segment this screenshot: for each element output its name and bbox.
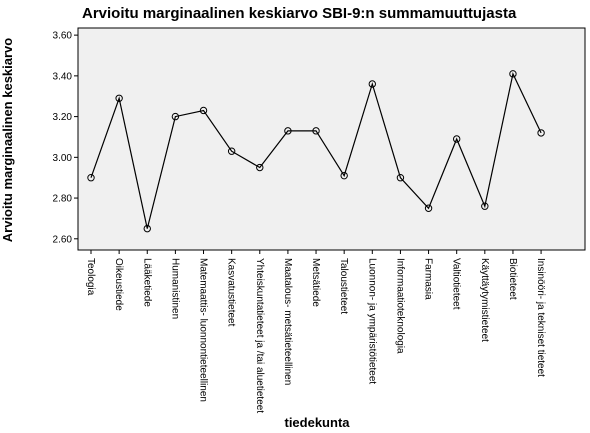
marker bbox=[171, 112, 180, 121]
x-tick-label: Oikeustiede bbox=[113, 258, 124, 311]
marker bbox=[368, 80, 376, 88]
marker bbox=[312, 127, 320, 135]
marker bbox=[424, 204, 433, 212]
y-tick-label: 2.60 bbox=[53, 234, 73, 245]
x-tick-label: Maatalous- metsätieteellinen bbox=[282, 258, 293, 385]
x-tick-label: Luonnon- ja ympäristötieteet bbox=[366, 258, 377, 384]
marker bbox=[284, 127, 292, 135]
x-tick-label: Farmasia bbox=[423, 258, 434, 300]
marker bbox=[199, 106, 208, 115]
x-tick-label: Kasvatustieteet bbox=[226, 258, 237, 327]
x-tick-label: Valtiotieteet bbox=[451, 258, 462, 310]
marker bbox=[481, 202, 489, 210]
x-tick-label: Käyttäytymistieteet bbox=[479, 258, 490, 342]
x-tick-label: Taloustieteet bbox=[338, 258, 349, 314]
x-tick-label: Humanistinen bbox=[169, 258, 180, 319]
y-tick-label: 3.00 bbox=[53, 153, 73, 164]
chart-title: Arvioitu marginaalinen keskiarvo SBI-9:n… bbox=[82, 5, 517, 22]
x-tick-label: Teologia bbox=[85, 258, 96, 296]
x-tick-label: Metsätiede bbox=[310, 258, 321, 307]
marker bbox=[115, 94, 123, 102]
y-tick-label: 2.80 bbox=[53, 194, 73, 205]
plot-area bbox=[77, 27, 586, 251]
marker bbox=[452, 135, 461, 143]
marker bbox=[143, 224, 151, 233]
marker bbox=[227, 147, 236, 155]
marker bbox=[256, 163, 264, 172]
x-axis-label: tiedekunta bbox=[284, 415, 350, 430]
marker bbox=[87, 173, 95, 182]
x-tick-label: Insinööri- ja tekniset tieteet bbox=[535, 258, 546, 377]
y-tick-label: 3.40 bbox=[53, 71, 73, 82]
y-tick-label: 3.20 bbox=[53, 112, 73, 123]
x-tick-label: Matemaattis- luonnontieteellinen bbox=[198, 258, 209, 402]
marker bbox=[396, 173, 405, 182]
x-tick-label: Lääketiede bbox=[141, 258, 152, 307]
x-tick-label: Informaatioteknologia bbox=[394, 258, 405, 354]
x-tick-label: Yhteiskuntatieteet ja /tai aluetieteet bbox=[254, 258, 265, 413]
marker bbox=[509, 70, 517, 78]
x-tick-label: Biotieteet bbox=[507, 258, 518, 300]
line bbox=[90, 71, 542, 229]
marker bbox=[340, 171, 348, 180]
y-axis-label: Arvioitu marginaalinen keskiarvo bbox=[0, 38, 15, 243]
marker bbox=[537, 129, 545, 137]
y-tick-label: 3.60 bbox=[53, 31, 73, 42]
